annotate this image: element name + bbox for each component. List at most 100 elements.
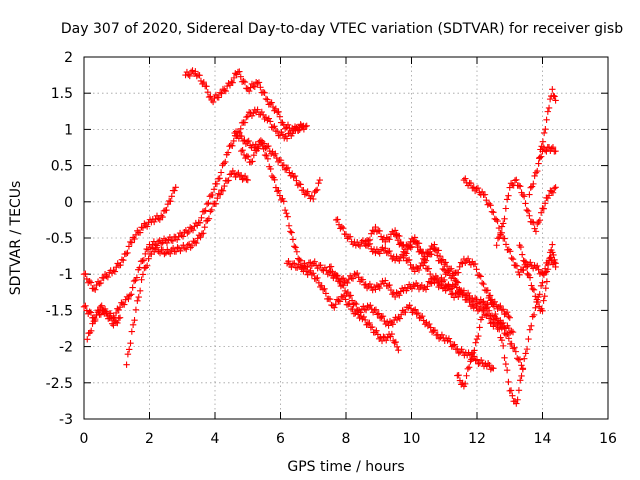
data-point xyxy=(336,278,343,285)
data-point xyxy=(464,255,472,262)
data-point xyxy=(123,361,130,368)
data-point xyxy=(259,138,266,146)
data-point xyxy=(332,270,339,278)
data-point xyxy=(384,334,391,341)
data-point xyxy=(128,328,136,335)
data-point xyxy=(532,293,539,300)
data-point xyxy=(485,307,493,314)
data-point xyxy=(549,86,556,93)
data-point xyxy=(502,331,510,338)
data-point xyxy=(488,319,496,326)
data-point xyxy=(543,278,551,285)
data-point xyxy=(459,260,466,267)
data-point xyxy=(502,360,510,368)
data-point xyxy=(428,275,435,282)
data-point xyxy=(86,278,93,285)
data-point xyxy=(241,78,249,86)
data-point xyxy=(414,244,421,251)
data-point xyxy=(202,207,209,214)
data-point xyxy=(254,79,261,87)
data-point xyxy=(229,79,236,86)
data-point xyxy=(492,310,499,318)
data-point xyxy=(523,345,531,353)
data-point xyxy=(215,94,222,101)
data-point xyxy=(376,250,383,257)
data-point xyxy=(480,307,487,315)
data-point xyxy=(135,293,142,301)
data-point xyxy=(168,237,175,244)
data-point xyxy=(529,313,536,320)
data-point xyxy=(366,280,374,288)
data-point xyxy=(523,206,530,214)
data-point xyxy=(415,240,423,247)
data-point xyxy=(412,263,420,271)
data-point xyxy=(317,283,324,291)
data-point xyxy=(333,272,340,279)
data-point xyxy=(103,272,110,280)
data-point xyxy=(167,250,174,257)
data-point xyxy=(419,262,427,269)
data-point xyxy=(217,169,225,176)
data-point xyxy=(222,87,229,95)
data-point xyxy=(417,247,424,255)
data-point xyxy=(408,243,416,251)
data-point xyxy=(368,305,375,313)
data-point xyxy=(244,176,251,184)
data-point xyxy=(261,89,268,97)
data-point xyxy=(441,276,448,284)
data-point xyxy=(244,138,251,145)
data-point xyxy=(243,176,250,183)
data-point xyxy=(427,324,434,331)
data-point xyxy=(283,210,290,217)
data-point xyxy=(222,158,229,166)
data-point xyxy=(126,292,134,299)
data-point xyxy=(80,303,88,310)
data-point xyxy=(115,306,122,314)
data-point xyxy=(291,260,298,267)
data-point xyxy=(386,318,394,325)
data-point xyxy=(369,323,376,331)
data-point xyxy=(407,244,414,251)
data-point xyxy=(237,125,244,132)
data-point xyxy=(520,266,527,274)
data-point xyxy=(162,249,170,257)
data-point xyxy=(319,286,327,293)
data-point xyxy=(238,147,245,155)
series-sat-j xyxy=(332,216,527,372)
x-tick-label: 6 xyxy=(276,431,285,447)
data-point xyxy=(269,124,277,131)
data-point xyxy=(129,321,137,328)
data-point xyxy=(122,296,129,303)
data-point xyxy=(134,297,141,304)
data-point xyxy=(145,255,152,262)
data-point xyxy=(88,327,95,335)
data-point xyxy=(508,328,515,335)
data-point xyxy=(98,302,105,309)
data-point xyxy=(155,215,162,222)
data-point xyxy=(184,229,191,237)
data-point xyxy=(349,275,357,282)
data-point xyxy=(503,366,511,374)
data-point xyxy=(524,270,531,278)
data-point xyxy=(507,387,515,394)
data-point xyxy=(294,127,302,134)
data-point xyxy=(189,226,197,234)
data-point xyxy=(365,237,372,244)
data-point xyxy=(245,87,253,95)
data-point xyxy=(526,326,534,333)
data-point xyxy=(224,149,232,156)
data-point xyxy=(208,206,215,214)
data-point xyxy=(216,175,223,182)
data-point xyxy=(274,188,281,195)
data-point xyxy=(344,279,351,287)
data-point xyxy=(263,143,271,150)
data-point xyxy=(541,292,548,300)
data-point xyxy=(276,192,284,199)
data-point xyxy=(480,280,487,288)
data-point xyxy=(529,285,536,293)
data-point xyxy=(304,188,311,195)
data-point xyxy=(372,306,380,313)
data-point xyxy=(431,326,439,334)
data-point xyxy=(172,184,179,191)
data-point xyxy=(520,257,527,264)
